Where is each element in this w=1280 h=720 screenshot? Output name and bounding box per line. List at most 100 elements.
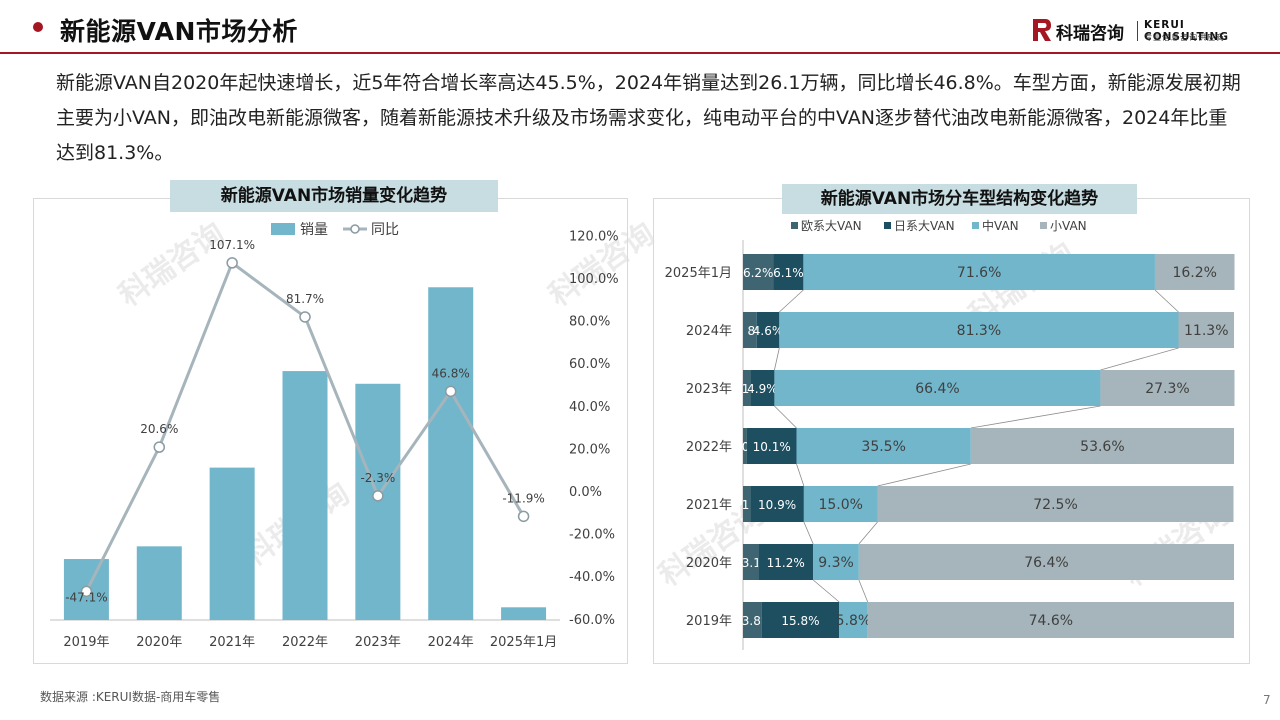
series-connector-line	[970, 405, 1101, 429]
series-connector-line	[779, 289, 804, 313]
segment-data-label: 5.8%	[836, 613, 872, 629]
segment-data-label: 72.5%	[1033, 497, 1077, 513]
segment-data-label: 6.2%	[743, 266, 774, 280]
yoy-point	[80, 585, 93, 598]
legend-swatch-sales	[271, 223, 295, 235]
segment-data-label: 15.8%	[781, 614, 819, 628]
sales-bar	[355, 383, 401, 620]
segment-data-label: 9.3%	[818, 555, 854, 571]
x-tick-label: 2023年	[355, 635, 401, 650]
x-tick-label: 2020年	[136, 635, 182, 650]
segment-data-label: 11.2%	[767, 556, 805, 570]
right-axis-tick-label: 20.0%	[569, 442, 610, 457]
segment-data-label: 10.1%	[753, 440, 791, 454]
stacked-segment	[867, 602, 1234, 638]
legend-swatch	[1040, 222, 1047, 229]
legend-swatch	[884, 222, 891, 229]
series-connector-line	[1154, 289, 1179, 313]
yoy-data-label: -47.1%	[65, 590, 107, 604]
stacked-segment	[839, 602, 868, 638]
series-connector-line	[858, 521, 878, 545]
stacked-segment	[743, 602, 762, 638]
logo-chinese-name: 科瑞咨询	[1056, 24, 1124, 44]
stacked-segment	[743, 428, 747, 464]
logo-english-name: KERUI CONSULTING	[1144, 19, 1229, 43]
slide-title: 新能源VAN市场分析	[60, 17, 298, 46]
stacked-segment	[758, 544, 814, 580]
stacked-segment	[774, 370, 1101, 406]
segment-data-label: 11.3%	[1184, 323, 1228, 339]
y-tick-label: 2019年	[686, 614, 732, 629]
stacked-segment	[1100, 370, 1235, 406]
yoy-data-label: 81.7%	[286, 292, 324, 306]
stacked-segment	[756, 312, 780, 348]
x-tick-label: 2025年1月	[490, 635, 557, 650]
data-source-note: 数据来源 :KERUI数据-商用车零售	[40, 690, 221, 704]
right-axis-tick-label: 120.0%	[569, 229, 619, 244]
x-tick-label: 2024年	[428, 635, 474, 650]
right-axis-tick-label: 100.0%	[569, 272, 619, 287]
right-axis-tick-label: 80.0%	[569, 315, 610, 330]
sales-trend-chart-panel	[33, 198, 628, 664]
y-tick-label: 2021年	[686, 498, 732, 513]
segment-data-label: 81.3%	[957, 323, 1001, 339]
segment-data-label: 6.1%	[773, 266, 804, 280]
sales-bar	[209, 467, 255, 620]
stacked-segment	[803, 486, 878, 522]
segment-data-label: 66.4%	[915, 381, 959, 397]
stacked-segment	[779, 312, 1179, 348]
series-connector-line	[803, 521, 814, 545]
yoy-data-label: -11.9%	[502, 491, 544, 505]
yoy-point	[226, 257, 238, 269]
right-axis-tick-label: -60.0%	[569, 613, 615, 628]
legend-label-sales: 销量	[300, 222, 328, 238]
y-tick-label: 2020年	[686, 556, 732, 571]
yoy-point	[517, 510, 530, 523]
slide-header: 新能源VAN市场分析	[0, 0, 1280, 54]
legend-marker-yoy	[350, 224, 360, 234]
segment-data-label: 76.4%	[1024, 555, 1068, 571]
structure-chart-title: 新能源VAN市场分车型结构变化趋势	[782, 184, 1137, 214]
y-tick-label: 2024年	[686, 324, 732, 339]
series-connector-line	[1100, 347, 1179, 371]
yoy-data-label: 46.8%	[432, 366, 470, 380]
legend-label-yoy: 同比	[371, 222, 399, 238]
yoy-data-label: 20.6%	[140, 422, 178, 436]
bullet-dot-icon	[33, 22, 43, 32]
yoy-point	[444, 385, 457, 398]
yoy-data-label: 107.1%	[209, 238, 255, 252]
y-tick-label: 2023年	[686, 382, 732, 397]
segment-data-label: 10.9%	[758, 498, 796, 512]
series-connector-line	[877, 463, 971, 487]
stacked-segment	[743, 544, 759, 580]
segment-data-label: 27.3%	[1145, 381, 1189, 397]
logo-separator	[1137, 21, 1138, 41]
stacked-segment	[761, 602, 840, 638]
legend-swatch	[791, 222, 798, 229]
series-connector-line	[858, 579, 869, 603]
series-connector-line	[774, 405, 797, 429]
legend-swatch	[972, 222, 979, 229]
stacked-segment	[1178, 312, 1234, 348]
stacked-segment	[746, 428, 797, 464]
stacked-segment	[743, 370, 751, 406]
page-number: 7	[1263, 693, 1271, 707]
segment-data-label: 53.6%	[1080, 439, 1124, 455]
yoy-point	[153, 441, 166, 453]
stacked-segment	[1154, 254, 1235, 290]
sales-bar	[136, 546, 182, 620]
stacked-segment	[743, 486, 751, 522]
stacked-segment	[750, 486, 804, 522]
sales-bar	[282, 371, 328, 620]
legend-label: 日系大VAN	[894, 219, 955, 233]
sales-bar	[428, 287, 474, 620]
y-tick-label: 2025年1月	[665, 266, 732, 281]
series-connector-line	[812, 579, 840, 603]
segment-data-label: 16.2%	[1172, 265, 1216, 281]
segment-data-label: 35.5%	[861, 439, 905, 455]
right-axis-tick-label: -40.0%	[569, 570, 615, 585]
right-axis-tick-label: 40.0%	[569, 400, 610, 415]
yoy-point	[372, 490, 384, 502]
y-tick-label: 2022年	[686, 440, 732, 455]
header-divider	[0, 52, 1280, 54]
